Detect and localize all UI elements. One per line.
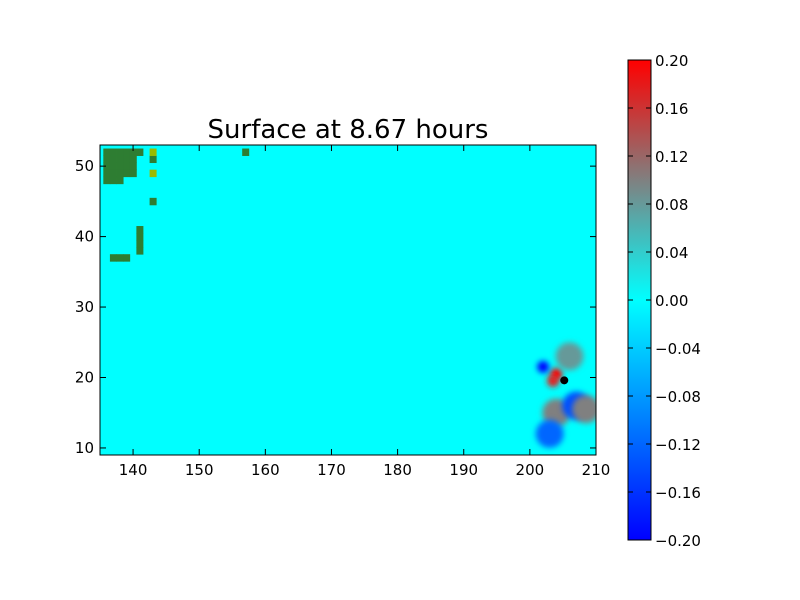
land-cell	[242, 148, 250, 156]
land-cell	[109, 176, 117, 185]
x-axis: 140 150 160 170 180 190 200 210	[119, 145, 611, 479]
colorbar-tick-label: 0.16	[655, 100, 688, 118]
wave-feature	[537, 360, 550, 373]
land-cell	[123, 148, 131, 156]
land-cell	[116, 162, 124, 171]
colorbar-tick-label: 0.04	[655, 244, 688, 262]
land-cell-highlight	[149, 148, 157, 156]
land-cell	[103, 148, 111, 156]
land-cell	[116, 148, 124, 156]
land-cell	[123, 155, 131, 164]
land-cell	[136, 226, 144, 234]
x-tick-label: 140	[119, 461, 148, 479]
colorbar-tick-label: 0.08	[655, 196, 688, 214]
source-marker	[560, 376, 569, 385]
x-tick-label: 150	[185, 461, 214, 479]
wave-feature	[572, 395, 596, 424]
land-cell	[103, 169, 111, 178]
plot-frame	[99, 144, 597, 456]
colorbar-axis: 0.20 0.16 0.12 0.08 0.04 0.00 −0.04 −0.08 −0.12 −…	[628, 52, 701, 550]
colorbar-tick-label: −0.20	[655, 532, 701, 550]
x-tick-label: 210	[582, 461, 611, 479]
wave-field	[535, 342, 596, 448]
land-cell	[103, 162, 111, 171]
x-tick-label: 190	[449, 461, 478, 479]
colorbar-tick-label: 0.20	[655, 52, 688, 70]
colorbar-tick-label: 0.00	[655, 292, 688, 310]
wave-feature	[535, 419, 564, 448]
land-cell	[136, 240, 144, 248]
land-cell	[103, 176, 111, 185]
colorbar-tick-label: 0.12	[655, 148, 688, 166]
y-tick-label: 10	[75, 439, 94, 457]
land-cell	[136, 247, 144, 255]
x-tick-label: 180	[383, 461, 412, 479]
land-cell	[136, 148, 144, 156]
land-cell	[109, 155, 117, 164]
colorbar-tick-label: −0.08	[655, 388, 701, 406]
source-marker-layer	[560, 376, 569, 385]
land-cell	[116, 254, 124, 262]
land-cell	[129, 155, 137, 164]
land-cell	[123, 254, 131, 262]
land-cell	[136, 233, 144, 241]
x-tick-label: 160	[251, 461, 280, 479]
land-cell	[129, 162, 137, 171]
colorbar-tick-label: −0.12	[655, 436, 701, 454]
land-cell	[123, 162, 131, 171]
land-cell	[109, 169, 117, 178]
land-cell	[109, 254, 117, 262]
land-cell	[129, 169, 137, 178]
land-cell	[116, 176, 124, 185]
colorbar-tick-label: −0.04	[655, 340, 701, 358]
colorbar-tick-label: −0.16	[655, 484, 701, 502]
land-cell	[116, 169, 124, 178]
wave-feature	[555, 342, 584, 371]
y-tick-label: 30	[75, 298, 94, 316]
plot-background	[100, 145, 596, 455]
y-axis: 10 20 30 40 50	[75, 157, 596, 457]
land-cell	[116, 155, 124, 164]
x-tick-label: 200	[516, 461, 545, 479]
land-cell	[123, 169, 131, 178]
chart-title: Surface at 8.67 hours	[208, 115, 489, 145]
y-tick-label: 20	[75, 369, 94, 387]
land-cell	[109, 162, 117, 171]
land-cell	[109, 148, 117, 156]
land-cell	[103, 155, 111, 164]
y-tick-label: 50	[75, 157, 94, 175]
land-cell	[149, 155, 157, 164]
land-cell-highlight	[149, 169, 157, 178]
wave-feature	[547, 375, 560, 388]
x-tick-label: 170	[317, 461, 346, 479]
land-cell	[129, 148, 137, 156]
land-mask	[103, 148, 250, 262]
land-cell	[149, 197, 157, 206]
y-tick-label: 40	[75, 228, 94, 246]
